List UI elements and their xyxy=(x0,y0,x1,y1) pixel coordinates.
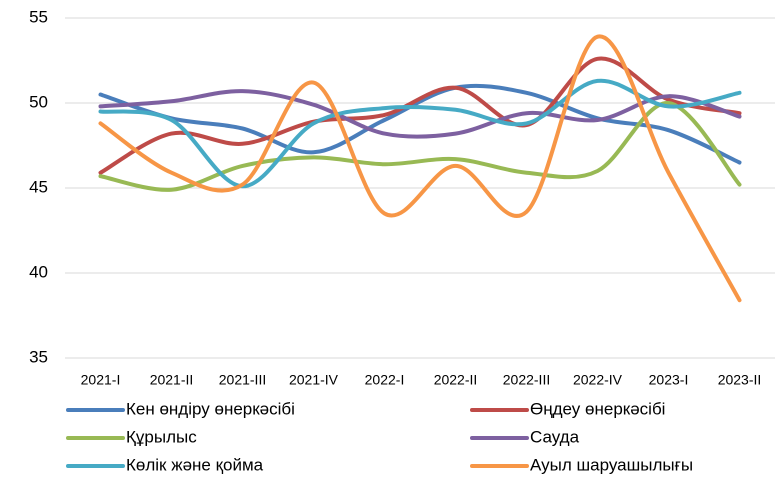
legend-label: Көлік және қойма xyxy=(126,455,264,474)
legend-label: Сауда xyxy=(530,427,580,446)
line-series xyxy=(98,101,742,192)
y-tick-label: 40 xyxy=(29,262,48,281)
y-tick-label: 50 xyxy=(29,92,48,111)
x-tick-label: 2021-IV xyxy=(289,372,339,388)
line-series xyxy=(98,78,742,189)
x-tick-label: 2022-I xyxy=(365,372,405,388)
x-tick-label: 2023-I xyxy=(649,372,689,388)
x-tick-label: 2021-II xyxy=(150,372,194,388)
legend-label: Құрылыс xyxy=(126,427,197,446)
legend-label: Кен өндіру өнеркәсібі xyxy=(126,399,295,418)
y-tick-label: 55 xyxy=(29,7,48,26)
line-series xyxy=(98,34,742,303)
line-series xyxy=(98,56,742,175)
line-series xyxy=(98,83,742,165)
x-tick-label: 2022-III xyxy=(503,372,550,388)
x-tick-label: 2022-II xyxy=(434,372,478,388)
x-tick-label: 2023-II xyxy=(718,372,762,388)
legend-label: Ауыл шаруашылығы xyxy=(530,455,693,474)
legend-label: Өңдеу өнеркәсібі xyxy=(530,399,665,418)
x-tick-label: 2021-III xyxy=(219,372,266,388)
y-tick-label: 45 xyxy=(29,177,48,196)
y-tick-label: 35 xyxy=(29,347,48,366)
line-series xyxy=(98,89,742,139)
x-tick-label: 2021-I xyxy=(81,372,121,388)
x-tick-label: 2022-IV xyxy=(573,372,623,388)
